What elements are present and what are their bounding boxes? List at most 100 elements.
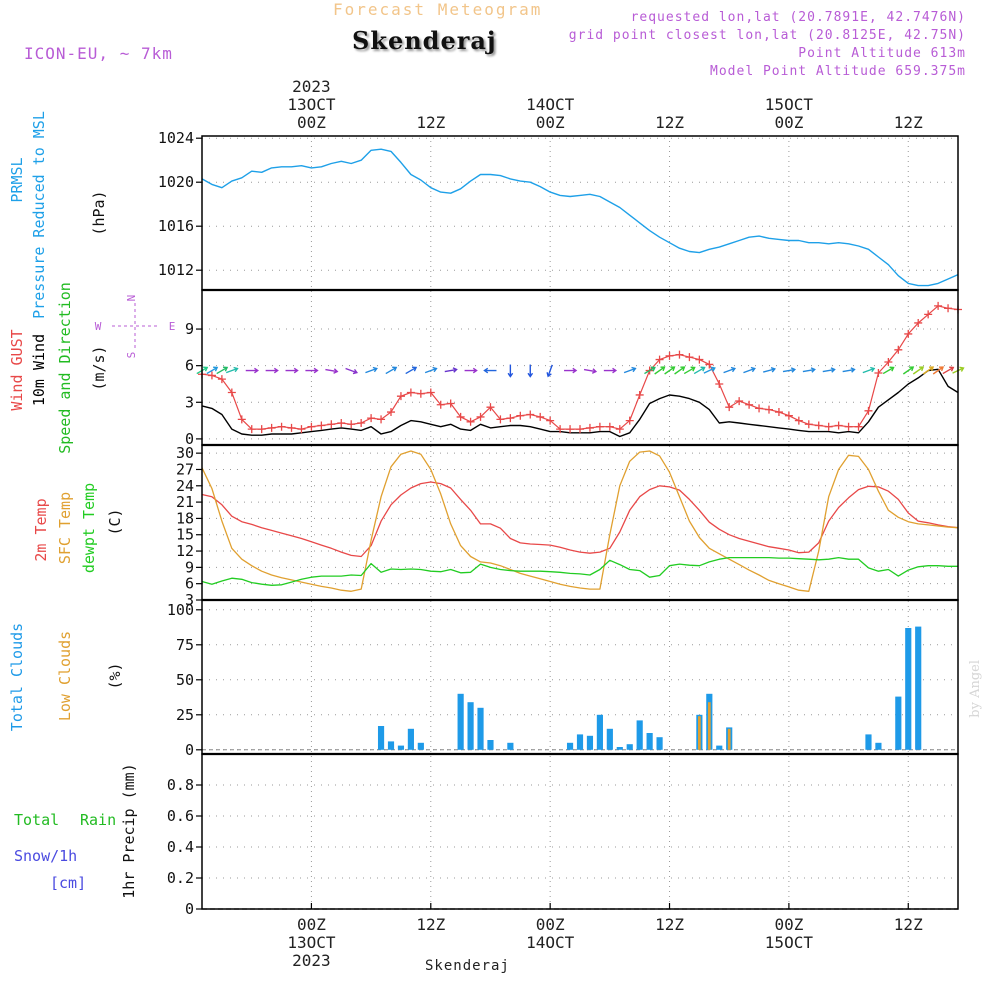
temp-label-2m: 2m Temp <box>32 498 50 561</box>
wind-gust-marker <box>934 301 943 310</box>
total-cloud-bar <box>576 734 584 750</box>
wind-gust-marker <box>765 405 773 414</box>
wind-direction-arrowhead <box>959 366 965 372</box>
total-cloud-bar <box>467 702 474 750</box>
pressure-ytick-label: 1016 <box>158 217 194 235</box>
wind-direction-arrow <box>693 366 705 375</box>
wind-gust-marker <box>337 419 346 428</box>
total-cloud-bar <box>566 742 574 750</box>
wind-gust-marker <box>655 355 664 364</box>
clouds-label-low: Low Clouds <box>56 631 74 721</box>
temp-line-2m-temp <box>201 481 959 558</box>
precip-ytick-label: 0.6 <box>167 807 194 825</box>
wind-ytick-label: 6 <box>185 357 194 375</box>
wind-direction-arrowhead <box>631 366 637 373</box>
wind-gust-marker <box>784 411 793 420</box>
wind-gust-marker <box>536 412 545 421</box>
precip-unit: 1hr Precip (mm) <box>120 763 138 898</box>
wind-direction-arrow <box>654 366 665 375</box>
wind-direction-arrowhead <box>750 366 756 373</box>
total-cloud-bar <box>397 745 405 750</box>
wind-gust-marker <box>695 355 704 364</box>
wind-direction-arrowhead <box>850 367 856 373</box>
wind-gust-marker <box>824 422 833 431</box>
wind-gust-marker <box>715 379 724 388</box>
total-cloud-bar <box>596 714 603 750</box>
wind-gust-marker <box>725 403 734 412</box>
wind-label-dir: Speed and Direction <box>56 282 74 454</box>
wind-gust-marker <box>367 414 376 423</box>
total-cloud-bar <box>477 707 484 750</box>
wind-gust-marker <box>774 408 783 417</box>
total-cloud-bar <box>586 735 594 750</box>
top-time-label: 12Z <box>655 113 684 132</box>
wind-gust-marker <box>914 318 923 327</box>
chart-title: Forecast Meteogram <box>333 0 543 19</box>
wind-direction-arrow <box>922 366 934 375</box>
wind-direction-arrowhead <box>770 367 776 373</box>
wind-gust-marker <box>854 422 863 431</box>
wind-gust-marker <box>705 360 714 369</box>
wind-gust-marker <box>576 425 584 434</box>
total-cloud-bar <box>865 734 872 750</box>
wind-gust-marker <box>944 304 953 313</box>
temp-ytick-label: 30 <box>176 444 194 462</box>
wind-gust-marker <box>456 412 465 421</box>
wind-gust-marker <box>237 415 246 424</box>
wind-direction-arrow <box>842 368 855 373</box>
wind-direction-arrowhead <box>790 367 797 373</box>
wind-gust-marker <box>416 389 425 398</box>
wind-direction-arrowhead <box>612 367 618 374</box>
wind-gust-marker <box>377 415 386 424</box>
temp-ytick-label: 27 <box>176 460 194 478</box>
clouds-ytick-label: 25 <box>176 706 194 724</box>
wind-gust-marker <box>526 410 535 419</box>
wind-gust-marker <box>794 416 803 425</box>
wind-direction-arrowhead <box>483 367 489 374</box>
bottom-time-label: 14OCT <box>526 933 575 952</box>
clouds-ytick-label: 50 <box>176 671 194 689</box>
wind-gust-marker <box>426 388 435 397</box>
temp-line-dewpt-temp <box>201 556 958 586</box>
wind-direction-arrowhead <box>889 366 895 372</box>
bottom-time-label: 12Z <box>416 915 445 934</box>
wind-gust-marker <box>347 420 356 429</box>
wind-direction-arrowhead <box>690 366 696 372</box>
wind-gust-marker <box>506 414 515 423</box>
top-time-label: 00Z <box>774 113 803 132</box>
wind-unit: (m/s) <box>90 345 108 390</box>
wind-direction-arrowhead <box>333 368 339 374</box>
panel-frame <box>201 289 959 446</box>
wind-direction-arrow <box>932 366 944 375</box>
total-cloud-bar <box>646 733 653 750</box>
wind-gust-marker <box>466 417 475 426</box>
bottom-time-label: 2023 <box>292 951 331 970</box>
wind-direction-arrow <box>664 366 675 375</box>
wind-ytick-label: 9 <box>185 320 194 338</box>
wind-direction-arrow <box>683 366 695 375</box>
pressure-label-prmsl: PRMSL <box>8 157 26 202</box>
wind-direction-arrowhead <box>700 366 706 372</box>
total-cloud-bar <box>417 742 424 750</box>
wind-gust-marker <box>247 425 256 434</box>
wind-direction-arrowhead <box>650 366 656 372</box>
temp-ytick-label: 24 <box>176 477 194 495</box>
temp-unit: (C) <box>106 508 124 535</box>
wind-ytick-label: 0 <box>185 430 194 448</box>
temp-ytick-label: 9 <box>185 558 194 576</box>
bottom-time-label: 15OCT <box>765 933 814 952</box>
wind-gust-marker <box>904 329 913 338</box>
wind-gust-marker <box>625 416 634 425</box>
wind-gust-marker <box>735 397 744 406</box>
wind-direction-arrowhead <box>203 366 209 372</box>
wind-direction-arrow <box>547 364 553 377</box>
wind-direction-arrow <box>743 367 755 374</box>
wind-gust-marker <box>277 422 286 431</box>
wind-gust-marker <box>227 388 236 397</box>
wind-direction-arrowhead <box>909 366 915 372</box>
total-cloud-bar <box>457 693 464 750</box>
wind-gust-marker <box>844 422 853 431</box>
bottom-time-label: 00Z <box>297 915 326 934</box>
total-cloud-bar <box>716 745 723 750</box>
